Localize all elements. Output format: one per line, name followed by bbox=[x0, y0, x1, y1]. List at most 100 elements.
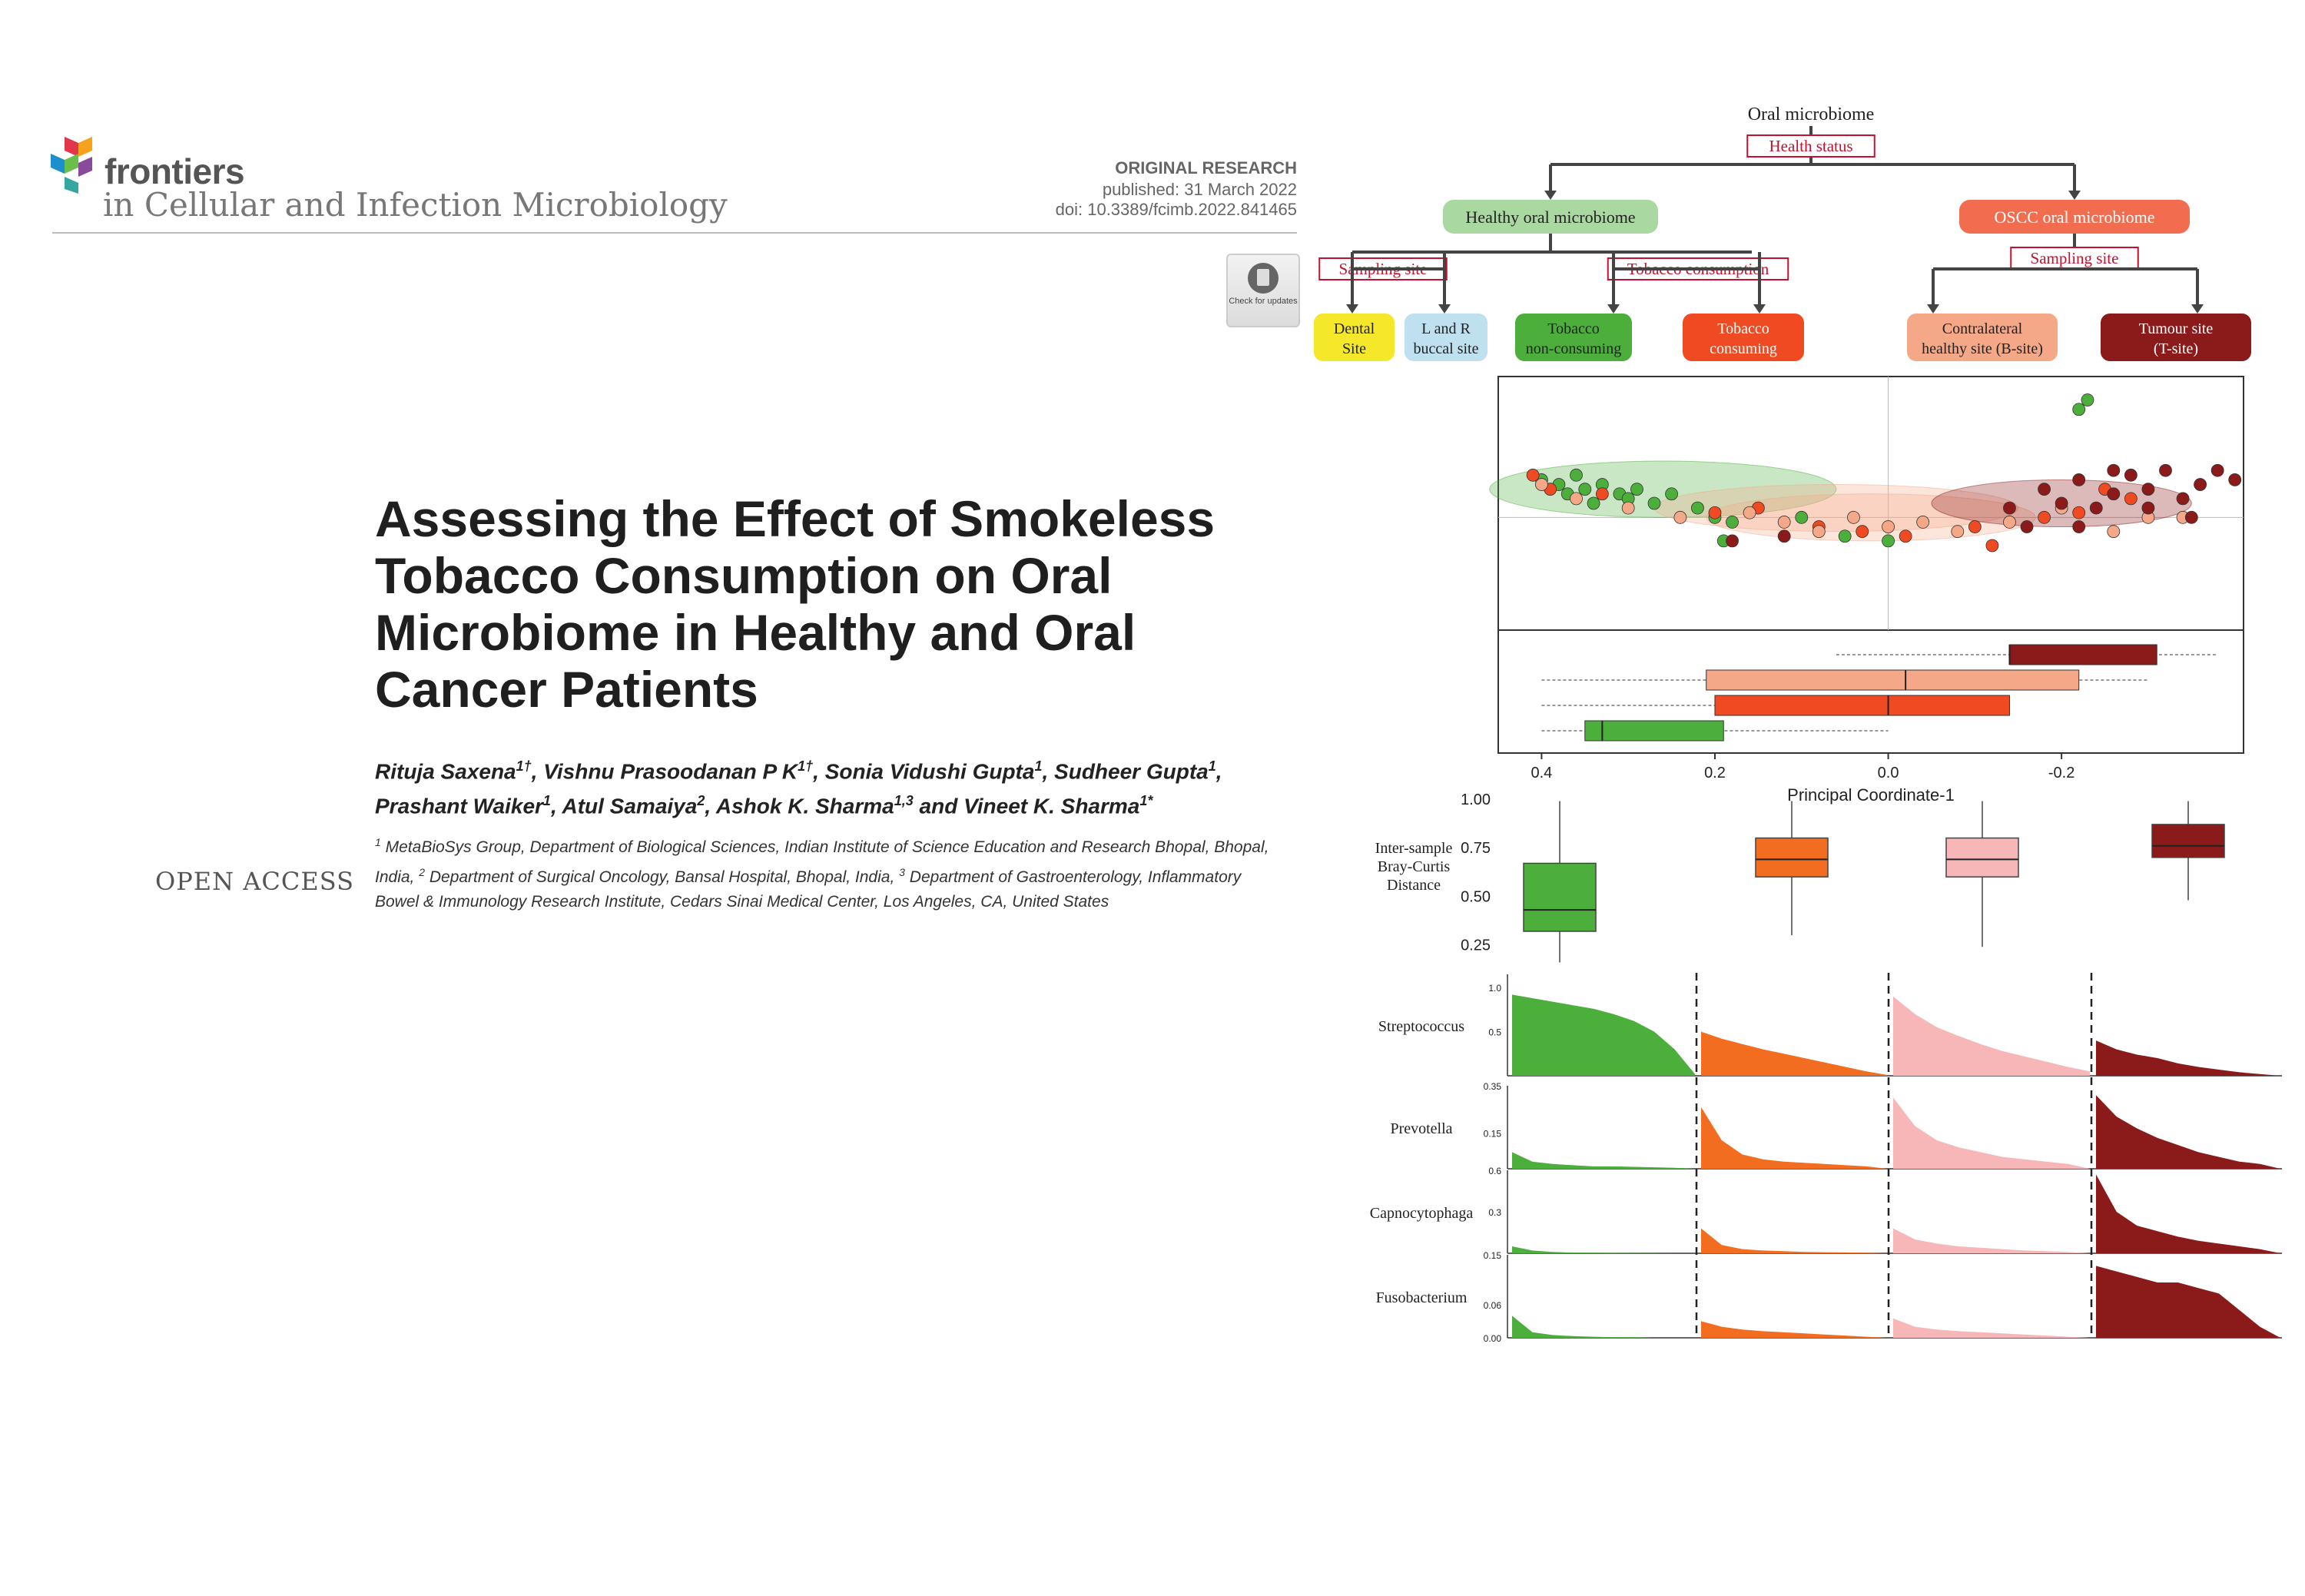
pcoa-point bbox=[1777, 516, 1791, 529]
tree-leaf-label: Tumour site bbox=[2139, 320, 2214, 337]
bray-box bbox=[1755, 837, 1829, 878]
pcoa-point bbox=[1570, 468, 1583, 482]
pcoa-point bbox=[1882, 534, 1895, 548]
author-name[interactable]: Rituja Saxena bbox=[375, 759, 516, 784]
header-divider bbox=[52, 232, 1297, 234]
author-affiliation-marker: 1† bbox=[516, 758, 532, 774]
pcoa-point bbox=[2003, 516, 2016, 529]
abundance-tick-label: 0.06 bbox=[1484, 1300, 1502, 1311]
abundance-area bbox=[1701, 1107, 1887, 1169]
pc1-box bbox=[2008, 644, 2157, 665]
author-affiliation-marker: 1 bbox=[1208, 758, 1216, 774]
tree-right-split: Sampling site bbox=[2031, 249, 2119, 267]
abundance-tick-label: 1.0 bbox=[1488, 983, 1501, 994]
abundance-area bbox=[2096, 1174, 2280, 1253]
pcoa-point bbox=[1691, 501, 1704, 515]
tree-leaf-node bbox=[1683, 314, 1804, 361]
pcoa-point bbox=[2141, 483, 2155, 496]
pcoa-point bbox=[1621, 501, 1635, 515]
tree-leaf-label: L and R bbox=[1421, 320, 1471, 337]
tree-leaf-arrow-head bbox=[1753, 304, 1766, 314]
healthy-node bbox=[1443, 200, 1658, 234]
author-affiliation-marker: 2 bbox=[697, 793, 705, 809]
check-for-updates-button[interactable]: Check for updates bbox=[1226, 254, 1300, 327]
pcoa-point bbox=[1968, 520, 1982, 533]
abundance-tick-label: 0.00 bbox=[1484, 1333, 1502, 1344]
abundance-tick-label: 0.35 bbox=[1484, 1081, 1502, 1092]
abundance-area bbox=[1512, 994, 1695, 1076]
open-access-label: OPEN ACCESS bbox=[155, 867, 355, 896]
pcoa-point bbox=[2176, 492, 2190, 506]
affiliation-number: 3 bbox=[899, 866, 905, 878]
pcoa-point bbox=[2210, 463, 2224, 477]
author-name[interactable]: Sonia Vidushi Gupta bbox=[824, 759, 1035, 784]
abundance-tick-label: 0.6 bbox=[1488, 1166, 1501, 1176]
abundance-area bbox=[1512, 1246, 1695, 1253]
abundance-panel-label: Fusobacterium bbox=[1376, 1289, 1468, 1306]
pcoa-point bbox=[2072, 506, 2086, 519]
pcoa-point bbox=[2124, 492, 2138, 506]
author-affiliation-marker: 1,3 bbox=[894, 793, 914, 809]
tree-leaf-node bbox=[2101, 314, 2251, 361]
affiliation-number: 1 bbox=[375, 836, 381, 848]
pcoa-point bbox=[1985, 539, 1999, 552]
pcoa-point bbox=[2194, 478, 2207, 491]
tree-leaf-arrow-head bbox=[1607, 304, 1620, 314]
tree-leaf-arrow-head bbox=[1346, 304, 1358, 314]
bray-box bbox=[1945, 837, 2019, 878]
tree-leaf-node bbox=[1907, 314, 2058, 361]
bray-y-label: Distance bbox=[1387, 877, 1441, 894]
pcoa-point bbox=[2124, 468, 2138, 482]
author-affiliation-marker: 1† bbox=[798, 758, 814, 774]
pcoa-point bbox=[2038, 483, 2051, 496]
pcoa-point bbox=[1726, 534, 1739, 548]
abundance-area bbox=[1893, 996, 2090, 1076]
pcoa-point bbox=[1526, 468, 1540, 482]
tree-leaf-label: non-consuming bbox=[1526, 340, 1621, 357]
tree-arrow-right-head bbox=[2068, 191, 2081, 200]
pcoa-point bbox=[2184, 510, 2198, 524]
pcoa-point bbox=[1647, 496, 1661, 510]
author-name[interactable]: Sudheer Gupta bbox=[1054, 759, 1209, 784]
healthy-node-label: Healthy oral microbiome bbox=[1465, 207, 1635, 227]
oscc-node-label: OSCC oral microbiome bbox=[1995, 207, 2155, 227]
pcoa-point bbox=[1673, 510, 1687, 524]
tree-leaf-label: Contralateral bbox=[1942, 320, 2023, 337]
pcoa-point bbox=[2107, 525, 2121, 539]
pcoa-point bbox=[1743, 506, 1756, 519]
abundance-tick-label: 0.15 bbox=[1484, 1129, 1502, 1140]
pcoa-point bbox=[2003, 501, 2016, 515]
affiliations: 1 MetaBioSys Group, Department of Biolog… bbox=[375, 830, 1282, 914]
bray-y-tick-label: 0.50 bbox=[1461, 888, 1491, 905]
author-list: Rituja Saxena1†, Vishnu Prasoodanan P K1… bbox=[375, 758, 1222, 818]
pcoa-point bbox=[1795, 510, 1809, 524]
pcoa-point bbox=[2228, 473, 2242, 486]
pcoa-point bbox=[1726, 516, 1739, 529]
author-name[interactable]: Vineet K. Sharma bbox=[963, 794, 1140, 818]
pcoa-point bbox=[1882, 520, 1895, 533]
author-name[interactable]: Vishnu Prasoodanan P K bbox=[543, 759, 798, 784]
author-name[interactable]: Prashant Waiker bbox=[375, 794, 543, 818]
pcoa-point bbox=[2038, 510, 2051, 524]
affiliation-number: 2 bbox=[419, 866, 426, 878]
tree-leaf-label: Dental bbox=[1334, 320, 1375, 337]
tree-leaf-node bbox=[1314, 314, 1395, 361]
abundance-area bbox=[1893, 1318, 2090, 1338]
pcoa-point bbox=[1630, 483, 1643, 496]
tree-leaf-label: buccal site bbox=[1414, 340, 1479, 357]
affiliation-text: MetaBioSys Group, Department of Biologic… bbox=[375, 838, 1269, 886]
pcoa-point bbox=[2081, 393, 2094, 406]
tree-right-split-frame bbox=[2010, 247, 2139, 270]
affiliation-text: Department of Surgical Oncology, Bansal … bbox=[425, 868, 900, 886]
bray-y-label: Bray-Curtis bbox=[1378, 858, 1451, 875]
abundance-panel-label: Capnocytophaga bbox=[1370, 1205, 1474, 1222]
check-for-updates-label: Check for updates bbox=[1229, 297, 1298, 306]
abundance-area bbox=[1701, 1321, 1887, 1338]
abundance-area bbox=[2096, 1095, 2280, 1169]
author-name[interactable]: Ashok K. Sharma bbox=[715, 794, 894, 818]
bray-box bbox=[1523, 862, 1597, 932]
bray-y-label: Inter-sample bbox=[1375, 840, 1453, 857]
doi-link[interactable]: doi: 10.3389/fcimb.2022.841465 bbox=[1055, 200, 1297, 219]
author-affiliation-marker: 1* bbox=[1139, 793, 1153, 809]
author-name[interactable]: Atul Samaiya bbox=[562, 794, 698, 818]
